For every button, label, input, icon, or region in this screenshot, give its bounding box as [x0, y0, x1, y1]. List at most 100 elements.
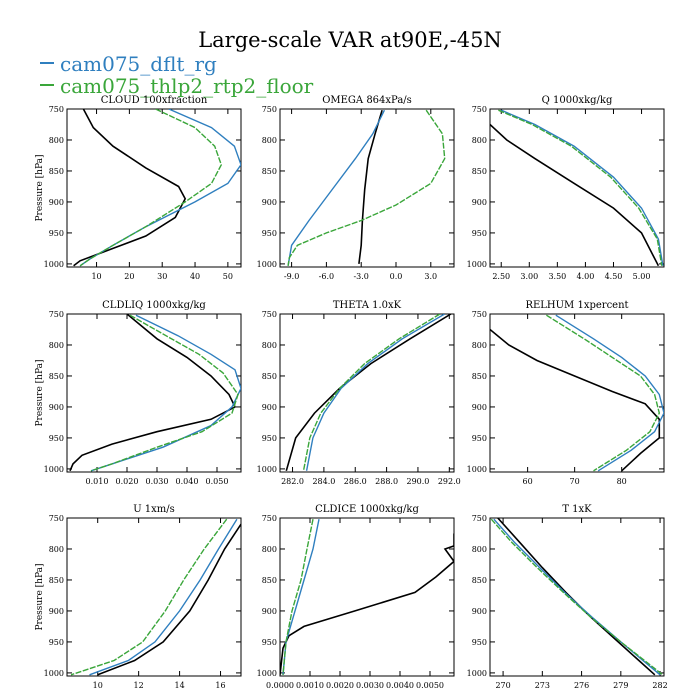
series-line-s1: [90, 314, 241, 472]
x-tick-label: 16: [215, 681, 225, 690]
y-tick-label: 1000: [467, 260, 487, 269]
x-tick-label: 0.050: [206, 477, 229, 486]
y-tick-label: 900: [49, 607, 64, 616]
x-tick-label: 14: [174, 681, 184, 690]
legend-swatch: [40, 83, 54, 86]
x-tick-label: 3.0: [424, 272, 437, 281]
y-tick-label: 800: [262, 545, 277, 554]
series-line-s2: [287, 109, 446, 266]
x-tick-label: 12: [134, 681, 144, 690]
panel-title: THETA 1.0xK: [333, 300, 402, 311]
y-tick-label: 850: [472, 576, 487, 585]
panel-title: Q 1000xkg/kg: [542, 95, 613, 106]
x-tick-label: 0.020: [116, 477, 139, 486]
y-tick-label: 800: [472, 545, 487, 554]
x-tick-label: 288.0: [375, 477, 398, 486]
plot-frame: [279, 517, 455, 677]
y-tick-label: 850: [472, 372, 487, 381]
plot-frame: [489, 108, 665, 268]
y-tick-label: 900: [472, 607, 487, 616]
series-line-s1: [500, 109, 664, 266]
panel-title: U 1xm/s: [133, 504, 175, 515]
series-line-obs: [280, 533, 454, 675]
panel-8: T 1xK 750 800 850 900 950 1000 270 273 276 279 282: [467, 504, 668, 690]
x-tick-label: 20: [124, 272, 134, 281]
y-tick-label: 1000: [467, 465, 487, 474]
y-tick-label: 750: [262, 310, 277, 319]
y-tick-label: 900: [472, 403, 487, 412]
y-axis-label: Pressure [hPa]: [35, 563, 45, 630]
y-tick-label: 750: [49, 310, 64, 319]
x-tick-label: 0.0: [390, 272, 403, 281]
x-tick-label: -6.0: [319, 272, 334, 281]
x-tick-label: 0.010: [86, 477, 109, 486]
series-line-s1: [89, 518, 238, 676]
y-tick-label: 900: [262, 198, 277, 207]
plot-frame: [66, 313, 242, 473]
y-tick-label: 950: [262, 434, 277, 443]
legend-entry-thlp2: cam075_thlp2_rtp2_floor: [40, 74, 313, 98]
y-axis-label: Pressure [hPa]: [35, 154, 45, 221]
y-tick-label: 950: [472, 229, 487, 238]
x-tick-label: 0.0020: [326, 681, 354, 690]
panel-title: CLDICE 1000xkg/kg: [315, 504, 419, 515]
panel-0: CLOUD 100xfraction 750 800 850 900 950 1000 10 2…: [35, 95, 242, 281]
x-tick-label: 0.0010: [296, 681, 324, 690]
panel-4: THETA 1.0xK 750 800 850 900 950 1000 282.0 284.0…: [257, 300, 461, 486]
x-tick-label: 282.0: [281, 477, 304, 486]
panel-title: T 1xK: [562, 504, 592, 515]
x-tick-label: 3.50: [548, 272, 566, 281]
x-tick-label: -3.0: [353, 272, 368, 281]
y-tick-label: 900: [49, 198, 64, 207]
panel-title: OMEGA 864xPa/s: [322, 95, 412, 106]
y-tick-label: 800: [472, 341, 487, 350]
x-tick-label: 0.040: [176, 477, 199, 486]
x-tick-label: 0.0040: [386, 681, 414, 690]
y-tick-label: 1000: [257, 260, 277, 269]
y-tick-label: 1000: [44, 260, 64, 269]
y-tick-label: 950: [49, 229, 64, 238]
series-line-obs: [490, 328, 661, 472]
legend-entry-dflt: cam075_dflt_rg: [40, 52, 217, 76]
legend-label: cam075_thlp2_rtp2_floor: [60, 74, 314, 98]
x-tick-label: 290.0: [406, 477, 429, 486]
y-tick-label: 850: [262, 372, 277, 381]
panel-7: CLDICE 1000xkg/kg 750 800 850 900 950 1000 0.00…: [257, 504, 455, 690]
x-tick-label: 276: [574, 681, 589, 690]
series-line-obs: [497, 518, 656, 676]
panel-5: RELHUM 1xpercent 750 800 850 900 950 1000 60 70 8…: [467, 300, 665, 486]
y-tick-label: 1000: [257, 669, 277, 678]
plot-frame: [489, 313, 665, 473]
x-tick-label: 0.030: [146, 477, 169, 486]
y-tick-label: 800: [262, 136, 277, 145]
y-axis-label: Pressure [hPa]: [35, 359, 45, 426]
x-tick-label: -9.0: [284, 272, 299, 281]
series-line-s2: [79, 109, 223, 267]
y-tick-label: 950: [472, 434, 487, 443]
y-tick-label: 1000: [44, 669, 64, 678]
series-line-obs: [358, 109, 383, 264]
series-line-s2: [282, 519, 314, 675]
x-tick-label: 50: [223, 272, 233, 281]
series-line-s1: [282, 519, 320, 675]
plot-frame: [489, 517, 665, 677]
y-tick-label: 750: [472, 310, 487, 319]
series-line-s2: [90, 314, 239, 472]
x-tick-label: 5.00: [633, 272, 651, 281]
legend-swatch: [40, 61, 54, 64]
panel-6: U 1xm/s 750 800 850 900 950 1000 10 12 14 16 Pressu…: [35, 504, 242, 690]
x-tick-label: 0.0050: [416, 681, 444, 690]
y-tick-label: 1000: [44, 465, 64, 474]
y-tick-label: 850: [49, 576, 64, 585]
x-tick-label: 292.0: [438, 477, 461, 486]
x-tick-label: 40: [190, 272, 200, 281]
y-tick-label: 900: [472, 198, 487, 207]
y-tick-label: 750: [472, 514, 487, 523]
panel-title: RELHUM 1xpercent: [525, 300, 628, 311]
plot-frame: [279, 108, 455, 268]
x-tick-label: 0.0030: [356, 681, 384, 690]
y-tick-label: 850: [472, 167, 487, 176]
x-tick-label: 4.50: [605, 272, 623, 281]
x-tick-label: 282: [652, 681, 667, 690]
